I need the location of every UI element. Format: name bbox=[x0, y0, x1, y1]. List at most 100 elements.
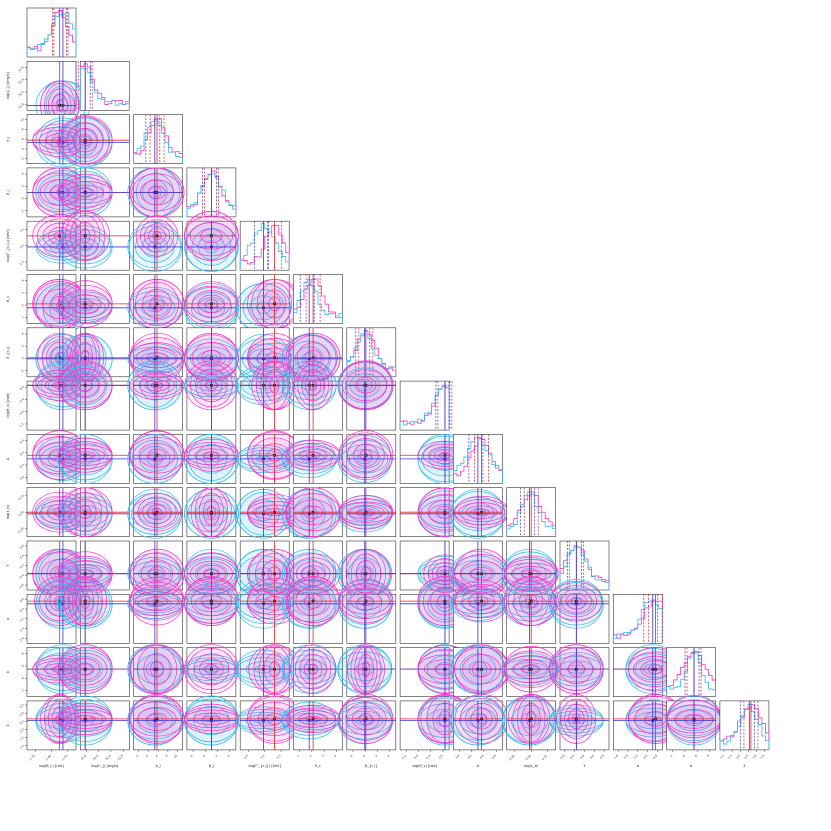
y-tick-label: 4 bbox=[21, 172, 25, 176]
x-tick-label: 3.6 bbox=[454, 754, 460, 760]
x-axis-label: log(L'_j) [erg/s] bbox=[91, 764, 119, 768]
y-tick-label: 2.4 bbox=[19, 626, 25, 632]
x-tick-label: 1.0 bbox=[719, 754, 725, 760]
y-tick-label: 4 bbox=[21, 147, 25, 151]
y-axis-label: log(ε_e) bbox=[6, 504, 10, 519]
cyan-histogram bbox=[133, 119, 184, 164]
panel-7-5 bbox=[281, 360, 343, 431]
x-tick-label: 6 bbox=[694, 754, 698, 758]
y-tick-label: -0.8 bbox=[18, 583, 25, 590]
cyan-histogram bbox=[239, 223, 290, 271]
panel-11-8 bbox=[450, 579, 509, 644]
y-tick-label: 2 bbox=[21, 303, 25, 307]
y-axis-label: e_j bbox=[6, 137, 10, 142]
x-axis-label: β_j bbox=[209, 764, 214, 768]
panel-12-4 bbox=[236, 644, 301, 697]
y-tick-label: -2 bbox=[20, 209, 25, 214]
x-tick-label: 4.8 bbox=[491, 754, 497, 760]
panel-8-3 bbox=[184, 434, 239, 484]
y-tick-label: -0.4 bbox=[18, 573, 25, 580]
panel-8-8 bbox=[452, 434, 503, 484]
panel-5-2 bbox=[127, 274, 185, 329]
panel-9-8 bbox=[450, 487, 509, 539]
panel-11-2 bbox=[127, 576, 185, 644]
panel-7-3 bbox=[184, 360, 239, 431]
y-tick-label: 4.8 bbox=[19, 597, 25, 603]
panel-4-4 bbox=[239, 220, 290, 271]
y-tick-label: 0.8 bbox=[19, 544, 25, 550]
panel-8-7 bbox=[399, 434, 473, 484]
x-tick-label: 4 bbox=[682, 754, 686, 758]
panel-2-2 bbox=[133, 114, 184, 164]
panel-13-1: 51.6 52.0 52.4 52.8 log(L'_j) [erg/s] bbox=[57, 695, 130, 768]
y-tick-label: -0.20 bbox=[17, 526, 25, 534]
x-tick-label: 4 bbox=[386, 754, 390, 758]
y-tick-label: -0.4 bbox=[18, 397, 25, 404]
panel-8-6 bbox=[337, 430, 397, 484]
x-tick-label: 2.4 bbox=[623, 754, 629, 760]
y-tick-label: 52.4 bbox=[17, 77, 24, 84]
panel-13-6: -2 0 2 4 β_{c,j} bbox=[337, 694, 397, 768]
panel-11-11 bbox=[612, 593, 663, 644]
y-tick-label: 4.4 bbox=[19, 451, 25, 457]
x-tick-label: -0.20 bbox=[508, 754, 516, 762]
panel-frame bbox=[346, 540, 397, 591]
cyan-histogram bbox=[399, 384, 450, 431]
panel-frame bbox=[80, 220, 130, 271]
panel-13-8: 3.6 4.0 4.4 4.8 A bbox=[450, 694, 509, 768]
panel-frame bbox=[346, 380, 397, 431]
y-tick-label: 0.4 bbox=[19, 553, 25, 559]
panel-11-5 bbox=[281, 576, 343, 644]
panel-7-7 bbox=[399, 380, 453, 431]
y-axis-label: θ_c bbox=[6, 296, 10, 302]
y-tick-label: 3.5 bbox=[19, 703, 25, 709]
x-tick-label: -1.75 bbox=[28, 754, 36, 762]
x-tick-label: 3.0 bbox=[259, 754, 265, 760]
y-tick-label: 4.0 bbox=[19, 607, 25, 613]
y-axis-label: β_j bbox=[6, 190, 10, 195]
y-tick-label: 0.0 bbox=[19, 563, 25, 569]
panel-5-4 bbox=[236, 274, 302, 333]
y-tick-label: 4.8 bbox=[19, 438, 25, 444]
x-axis-label: Y bbox=[583, 764, 586, 768]
panel-13-5: 1 2 3 4 θ_c bbox=[281, 700, 343, 768]
x-axis-label: Σ bbox=[743, 764, 746, 768]
y-tick-label: 3.0 bbox=[19, 243, 25, 249]
x-tick-label: 2 bbox=[669, 754, 673, 758]
panel-12-2 bbox=[127, 644, 185, 697]
y-tick-label: 3.6 bbox=[19, 475, 25, 481]
y-tick-label: 2 bbox=[21, 156, 25, 160]
panel-frame bbox=[133, 274, 183, 324]
cyan-histogram bbox=[666, 652, 716, 697]
x-axis-label: b bbox=[690, 764, 693, 768]
panel-13-2: 2 4 6 8 10 e_j bbox=[127, 694, 185, 768]
x-tick-label: 4.0 bbox=[642, 754, 648, 760]
panel-9-9 bbox=[506, 487, 557, 538]
x-tick-label: 52.0 bbox=[92, 754, 99, 761]
panel-9-2 bbox=[127, 487, 183, 539]
panel-3-3 bbox=[186, 167, 237, 218]
x-tick-label: 6 bbox=[155, 754, 159, 758]
panel-12-12 bbox=[666, 647, 716, 697]
x-axis-label: A bbox=[477, 764, 480, 768]
x-axis-label: a bbox=[637, 764, 639, 768]
panel-frame bbox=[26, 327, 77, 378]
x-tick-label: 10 bbox=[173, 754, 179, 760]
x-tick-label: 8 bbox=[165, 754, 169, 758]
y-axis-label: β_{c,j} bbox=[6, 346, 10, 359]
panel-11-6 bbox=[337, 578, 397, 644]
y-tick-label: 0.0 bbox=[19, 385, 25, 391]
x-axis-label: β_{c,j} bbox=[365, 764, 378, 768]
panel-11-3 bbox=[184, 576, 239, 644]
y-tick-label: 2.0 bbox=[19, 727, 25, 733]
x-tick-label: 1.5 bbox=[727, 754, 733, 760]
x-axis-label: log(B_L) [rad] bbox=[39, 764, 64, 768]
y-tick-label: 8 bbox=[21, 127, 25, 131]
panel-4-2 bbox=[127, 215, 183, 272]
panel-7-2 bbox=[127, 360, 185, 431]
cyan-histogram bbox=[26, 12, 77, 57]
panel-10-4 bbox=[236, 540, 302, 599]
y-tick-label: 1.5 bbox=[19, 735, 25, 741]
y-tick-label: -2 bbox=[20, 368, 25, 373]
